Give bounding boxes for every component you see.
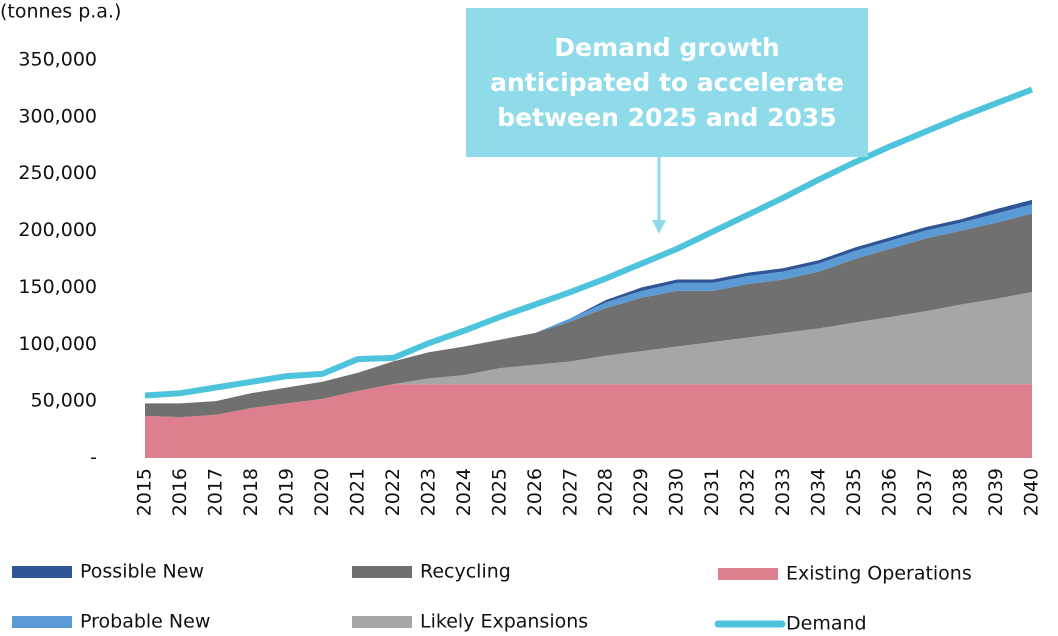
x-tick-label: 2037 xyxy=(914,468,936,516)
x-tick-label: 2020 xyxy=(311,468,333,516)
x-tick-label: 2040 xyxy=(1021,468,1043,516)
y-tick-label: 250,000 xyxy=(18,162,97,184)
y-tick-label: 100,000 xyxy=(18,333,97,355)
x-tick-label: 2015 xyxy=(134,468,156,516)
legend-label: Possible New xyxy=(80,561,204,583)
legend-swatch xyxy=(718,568,778,580)
legend-label: Probable New xyxy=(80,611,210,633)
legend-label: Existing Operations xyxy=(786,563,972,585)
x-tick-label: 2039 xyxy=(985,468,1007,516)
x-tick-label: 2017 xyxy=(204,468,226,516)
x-tick-label: 2018 xyxy=(240,468,262,516)
x-tick-label: 2022 xyxy=(382,468,404,516)
y-tick-label: 150,000 xyxy=(18,276,97,298)
x-tick-label: 2029 xyxy=(630,468,652,516)
x-tick-label: 2031 xyxy=(701,468,723,516)
x-tick-label: 2036 xyxy=(879,468,901,516)
x-tick-label: 2024 xyxy=(453,468,475,516)
x-tick-label: 2023 xyxy=(417,468,439,516)
y-tick-label: 200,000 xyxy=(18,219,97,241)
x-tick-label: 2038 xyxy=(950,468,972,516)
area xyxy=(145,213,1032,418)
x-tick-label: 2027 xyxy=(559,468,581,516)
x-tick-label: 2030 xyxy=(666,468,688,516)
y-tick-label: - xyxy=(90,447,97,469)
x-tick-label: 2028 xyxy=(595,468,617,516)
legend-label: Likely Expansions xyxy=(420,611,588,633)
unit-label: (tonnes p.a.) xyxy=(0,1,121,23)
x-tick-label: 2021 xyxy=(346,468,368,516)
annotation-arrowhead xyxy=(652,220,666,234)
legend-swatch xyxy=(352,616,412,628)
x-tick-label: 2035 xyxy=(843,468,865,516)
area xyxy=(145,384,1032,458)
annotation: Demand growth anticipated to accelerate … xyxy=(466,8,868,157)
x-tick-label: 2019 xyxy=(275,468,297,516)
x-tick-label: 2033 xyxy=(772,468,794,516)
x-tick-label: 2032 xyxy=(737,468,759,516)
legend-label: Recycling xyxy=(420,561,511,583)
demand-line xyxy=(144,86,1034,399)
y-tick-label: 350,000 xyxy=(18,49,97,71)
legend-label: Demand xyxy=(786,613,867,635)
y-tick-label: 300,000 xyxy=(18,105,97,127)
legend-swatch xyxy=(12,616,72,628)
area xyxy=(145,291,1032,418)
x-tick-label: 2026 xyxy=(524,468,546,516)
x-tick-label: 2025 xyxy=(488,468,510,516)
x-tick-label: 2034 xyxy=(808,468,830,516)
y-tick-label: 50,000 xyxy=(31,390,97,412)
x-tick-label: 2016 xyxy=(169,468,191,516)
legend-swatch xyxy=(352,566,412,578)
legend-swatch xyxy=(12,566,72,578)
